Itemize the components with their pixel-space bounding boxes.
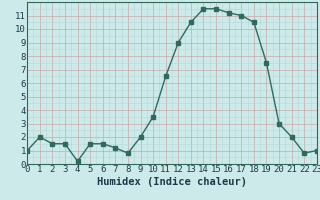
X-axis label: Humidex (Indice chaleur): Humidex (Indice chaleur) (97, 177, 247, 187)
